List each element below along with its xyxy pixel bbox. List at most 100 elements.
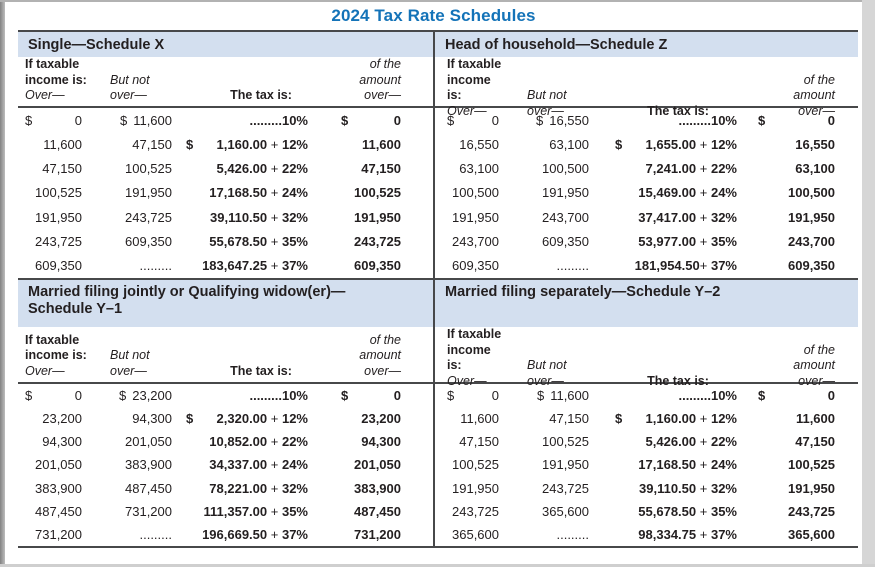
plus-sign: + (267, 411, 282, 427)
plus-sign: + (696, 503, 711, 519)
plus-sign: + (696, 411, 711, 427)
but-not-over-amount: 487,450 (125, 480, 172, 496)
plus-sign: + (267, 136, 282, 152)
quadrant-head-of-household: Head of household—Schedule Z If taxable … (435, 32, 858, 280)
dollar-sign: $ (758, 388, 766, 404)
schedule-rows: $0 $16,550 .........10% $0 16,550 63,100… (435, 108, 858, 280)
of-amount-over-value: 201,050 (354, 457, 401, 473)
over-amount: 47,150 (459, 434, 499, 450)
of-amount-over-value: $0 (758, 112, 835, 128)
bracket-row: 94,300 201,050 10,852.00 + 22% 94,300 (18, 430, 433, 453)
bracket-row: 63,100 100,500 7,241.00 + 22% 63,100 (435, 157, 858, 181)
of-amount-over-value: 63,100 (795, 161, 835, 177)
of-amount-over-value: 47,150 (795, 434, 835, 450)
tax-formula: 181,954.50+ 37% (634, 258, 737, 274)
bracket-row: 365,600 ......... 98,334.75 + 37% 365,60… (435, 523, 858, 546)
over-amount: 487,450 (35, 503, 82, 519)
header-of-amount-over: of the amount over— (793, 72, 835, 118)
of-amount-over-value: 609,350 (788, 258, 835, 274)
of-amount-over-value: 487,450 (354, 503, 401, 519)
plus-sign: + (267, 457, 282, 473)
title-row: 2024 Tax Rate Schedules (5, 2, 862, 30)
plus-sign: + (699, 258, 711, 274)
tax-formula: 55,678.50 + 35% (638, 503, 737, 519)
of-amount-over-value: 100,525 (788, 457, 835, 473)
bracket-row: $0 $11,600 .........10% $0 (435, 384, 858, 407)
plus-sign: + (267, 234, 282, 250)
of-amount-over-value: 191,950 (354, 209, 401, 225)
watermark: Not For Sale (93, 548, 806, 564)
schedule-rows: $0 $11,600 .........10% $0 11,600 47,150… (18, 108, 433, 280)
bracket-row: 100,525 191,950 17,168.50 + 24% 100,525 (18, 181, 433, 205)
of-amount-over-value: 365,600 (788, 526, 835, 542)
but-not-over-amount: 243,725 (542, 480, 589, 496)
tax-formula: 78,221.00 + 32% (209, 480, 308, 496)
tax-formula: .........10% (678, 112, 737, 128)
of-amount-over-value: 243,725 (788, 503, 835, 519)
header-taxable-income: If taxable income is: Over— (447, 327, 502, 388)
header-the-tax-is: The tax is: (647, 103, 709, 118)
bracket-row: 23,200 94,300 $2,320.00 + 12% 23,200 (18, 407, 433, 430)
header-of-amount-over: of the amount over— (359, 332, 401, 378)
of-amount-over-value: 16,550 (795, 136, 835, 152)
tax-formula: 5,426.00 + 22% (645, 434, 737, 450)
dollar-sign: $ (25, 112, 33, 128)
but-not-over-amount: $11,600 (119, 112, 172, 128)
of-amount-over-value: 243,700 (788, 234, 835, 250)
plus-sign: + (267, 480, 282, 496)
quadrant-single: Single—Schedule X If taxable income is: … (18, 32, 433, 280)
header-but-not-over: But not over— (527, 88, 567, 118)
plus-sign: + (267, 526, 282, 542)
but-not-over-amount: 94,300 (132, 411, 172, 427)
but-not-over-amount: 191,950 (542, 457, 589, 473)
header-the-tax-is: The tax is: (230, 88, 292, 102)
bracket-row: 47,150 100,525 5,426.00 + 22% 47,150 (18, 157, 433, 181)
over-amount: 609,350 (35, 258, 82, 274)
plus-sign: + (267, 209, 282, 225)
tax-formula: 53,977.00 + 35% (638, 234, 737, 250)
tax-formula: 111,357.00 + 35% (203, 503, 309, 519)
tax-formula: 196,669.50 + 37% (202, 526, 308, 542)
schedule-title: Head of household—Schedule Z (445, 36, 668, 53)
tax-rate-table: Single—Schedule X If taxable income is: … (18, 30, 858, 548)
bracket-row: 243,700 609,350 53,977.00 + 35% 243,700 (435, 229, 858, 253)
of-amount-over-value: 11,600 (795, 411, 835, 427)
content: 2024 Tax Rate Schedules Single—Schedule … (5, 2, 862, 548)
over-amount: 191,950 (452, 480, 499, 496)
over-amount: $0 (25, 112, 82, 128)
of-amount-over-value: $0 (341, 112, 401, 128)
over-amount: 243,700 (452, 234, 499, 250)
over-amount: 23,200 (42, 411, 82, 427)
tax-formula: 10,852.00 + 22% (209, 434, 308, 450)
over-amount: 243,725 (452, 503, 499, 519)
tax-formula: 98,334.75 + 37% (638, 526, 737, 542)
bracket-row: 243,725 609,350 55,678.50 + 35% 243,725 (18, 229, 433, 253)
quadrant-married-jointly: Married filing jointly or Qualifying wid… (18, 280, 433, 548)
plus-sign: + (267, 258, 282, 274)
but-not-over-amount: 100,525 (125, 161, 172, 177)
tax-formula: 37,417.00 + 32% (638, 209, 737, 225)
over-amount: 243,725 (35, 234, 82, 250)
tax-formula: 15,469.00 + 24% (638, 185, 737, 201)
but-not-over-amount: $16,550 (536, 112, 589, 128)
of-amount-over-value: 191,950 (788, 209, 835, 225)
tax-formula: 183,647.25 + 37% (202, 258, 308, 274)
bracket-row: 16,550 63,100 $1,655.00 + 12% 16,550 (435, 132, 858, 156)
but-not-over-amount: 47,150 (132, 136, 172, 152)
header-taxable-income: If taxable income is: Over— (25, 332, 87, 378)
header-of-amount-over: of the amount over— (359, 57, 401, 102)
of-amount-over-value: 191,950 (788, 480, 835, 496)
but-not-over-amount: 100,525 (542, 434, 589, 450)
schedule-title: Married filing jointly or Qualifying wid… (28, 284, 346, 300)
of-amount-over-value: 94,300 (361, 434, 401, 450)
tax-formula: $1,655.00 + 12% (615, 136, 737, 152)
header-taxable-income: If taxable income is: Over— (25, 57, 87, 102)
tax-formula: 39,110.50 + 32% (639, 480, 737, 496)
of-amount-over-value: $0 (758, 388, 835, 404)
over-amount: 201,050 (35, 457, 82, 473)
tax-formula: 17,168.50 + 24% (209, 185, 308, 201)
page-edge-bottom (0, 564, 875, 567)
dollar-sign: $ (119, 112, 128, 128)
dollar-sign: $ (536, 388, 545, 404)
tax-formula: .........10% (678, 388, 737, 404)
